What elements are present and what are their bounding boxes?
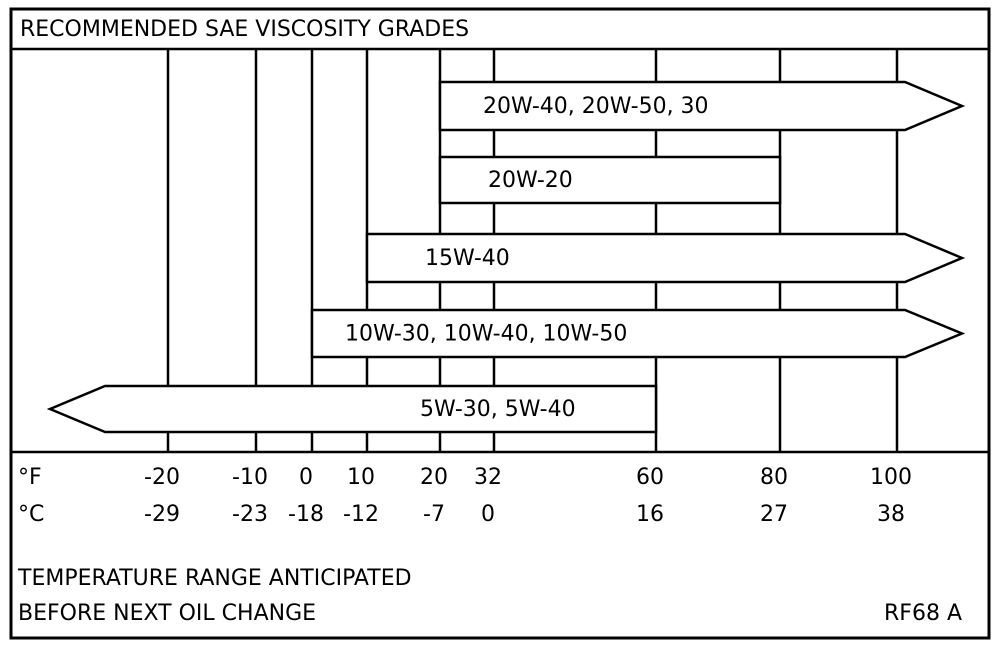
c-tick-label: -29 [144,502,180,527]
unit-f: °F [18,465,42,490]
c-tick-label: -7 [423,502,445,527]
outer-frame [9,7,991,640]
c-tick-label: 38 [877,502,905,527]
f-tick-label: 10 [347,465,375,490]
f-tick-label: 60 [636,465,664,490]
footer-line: BEFORE NEXT OIL CHANGE [18,601,316,626]
grade-label: 15W-40 [425,246,510,271]
f-tick-label: 32 [474,465,502,490]
f-tick-label: -10 [232,465,268,490]
f-tick-label: -20 [144,465,180,490]
c-tick-label: 27 [760,502,788,527]
grade-bar [438,155,782,205]
f-tick-label: 20 [420,465,448,490]
grade-label: 20W-40, 20W-50, 30 [483,94,709,119]
grade-bar [310,308,966,359]
c-tick-label: -23 [232,502,268,527]
grade-label: 10W-30, 10W-40, 10W-50 [345,322,627,347]
figure-code: RF68 A [884,601,962,626]
unit-c: °C [18,502,44,527]
c-tick-label: -12 [343,502,379,527]
footer-line: TEMPERATURE RANGE ANTICIPATED [17,566,412,591]
f-tick-label: 0 [299,465,313,490]
f-tick-label: 80 [760,465,788,490]
grade-label: 20W-20 [488,168,573,193]
c-tick-label: 16 [636,502,664,527]
c-tick-label: 0 [481,502,495,527]
grade-bar [438,80,966,132]
f-tick-label: 100 [870,465,912,490]
grade-bar [365,232,966,284]
c-tick-label: -18 [288,502,324,527]
grade-label: 5W-30, 5W-40 [420,397,576,422]
grade-bar [46,384,658,434]
title: RECOMMENDED SAE VISCOSITY GRADES [20,17,469,42]
